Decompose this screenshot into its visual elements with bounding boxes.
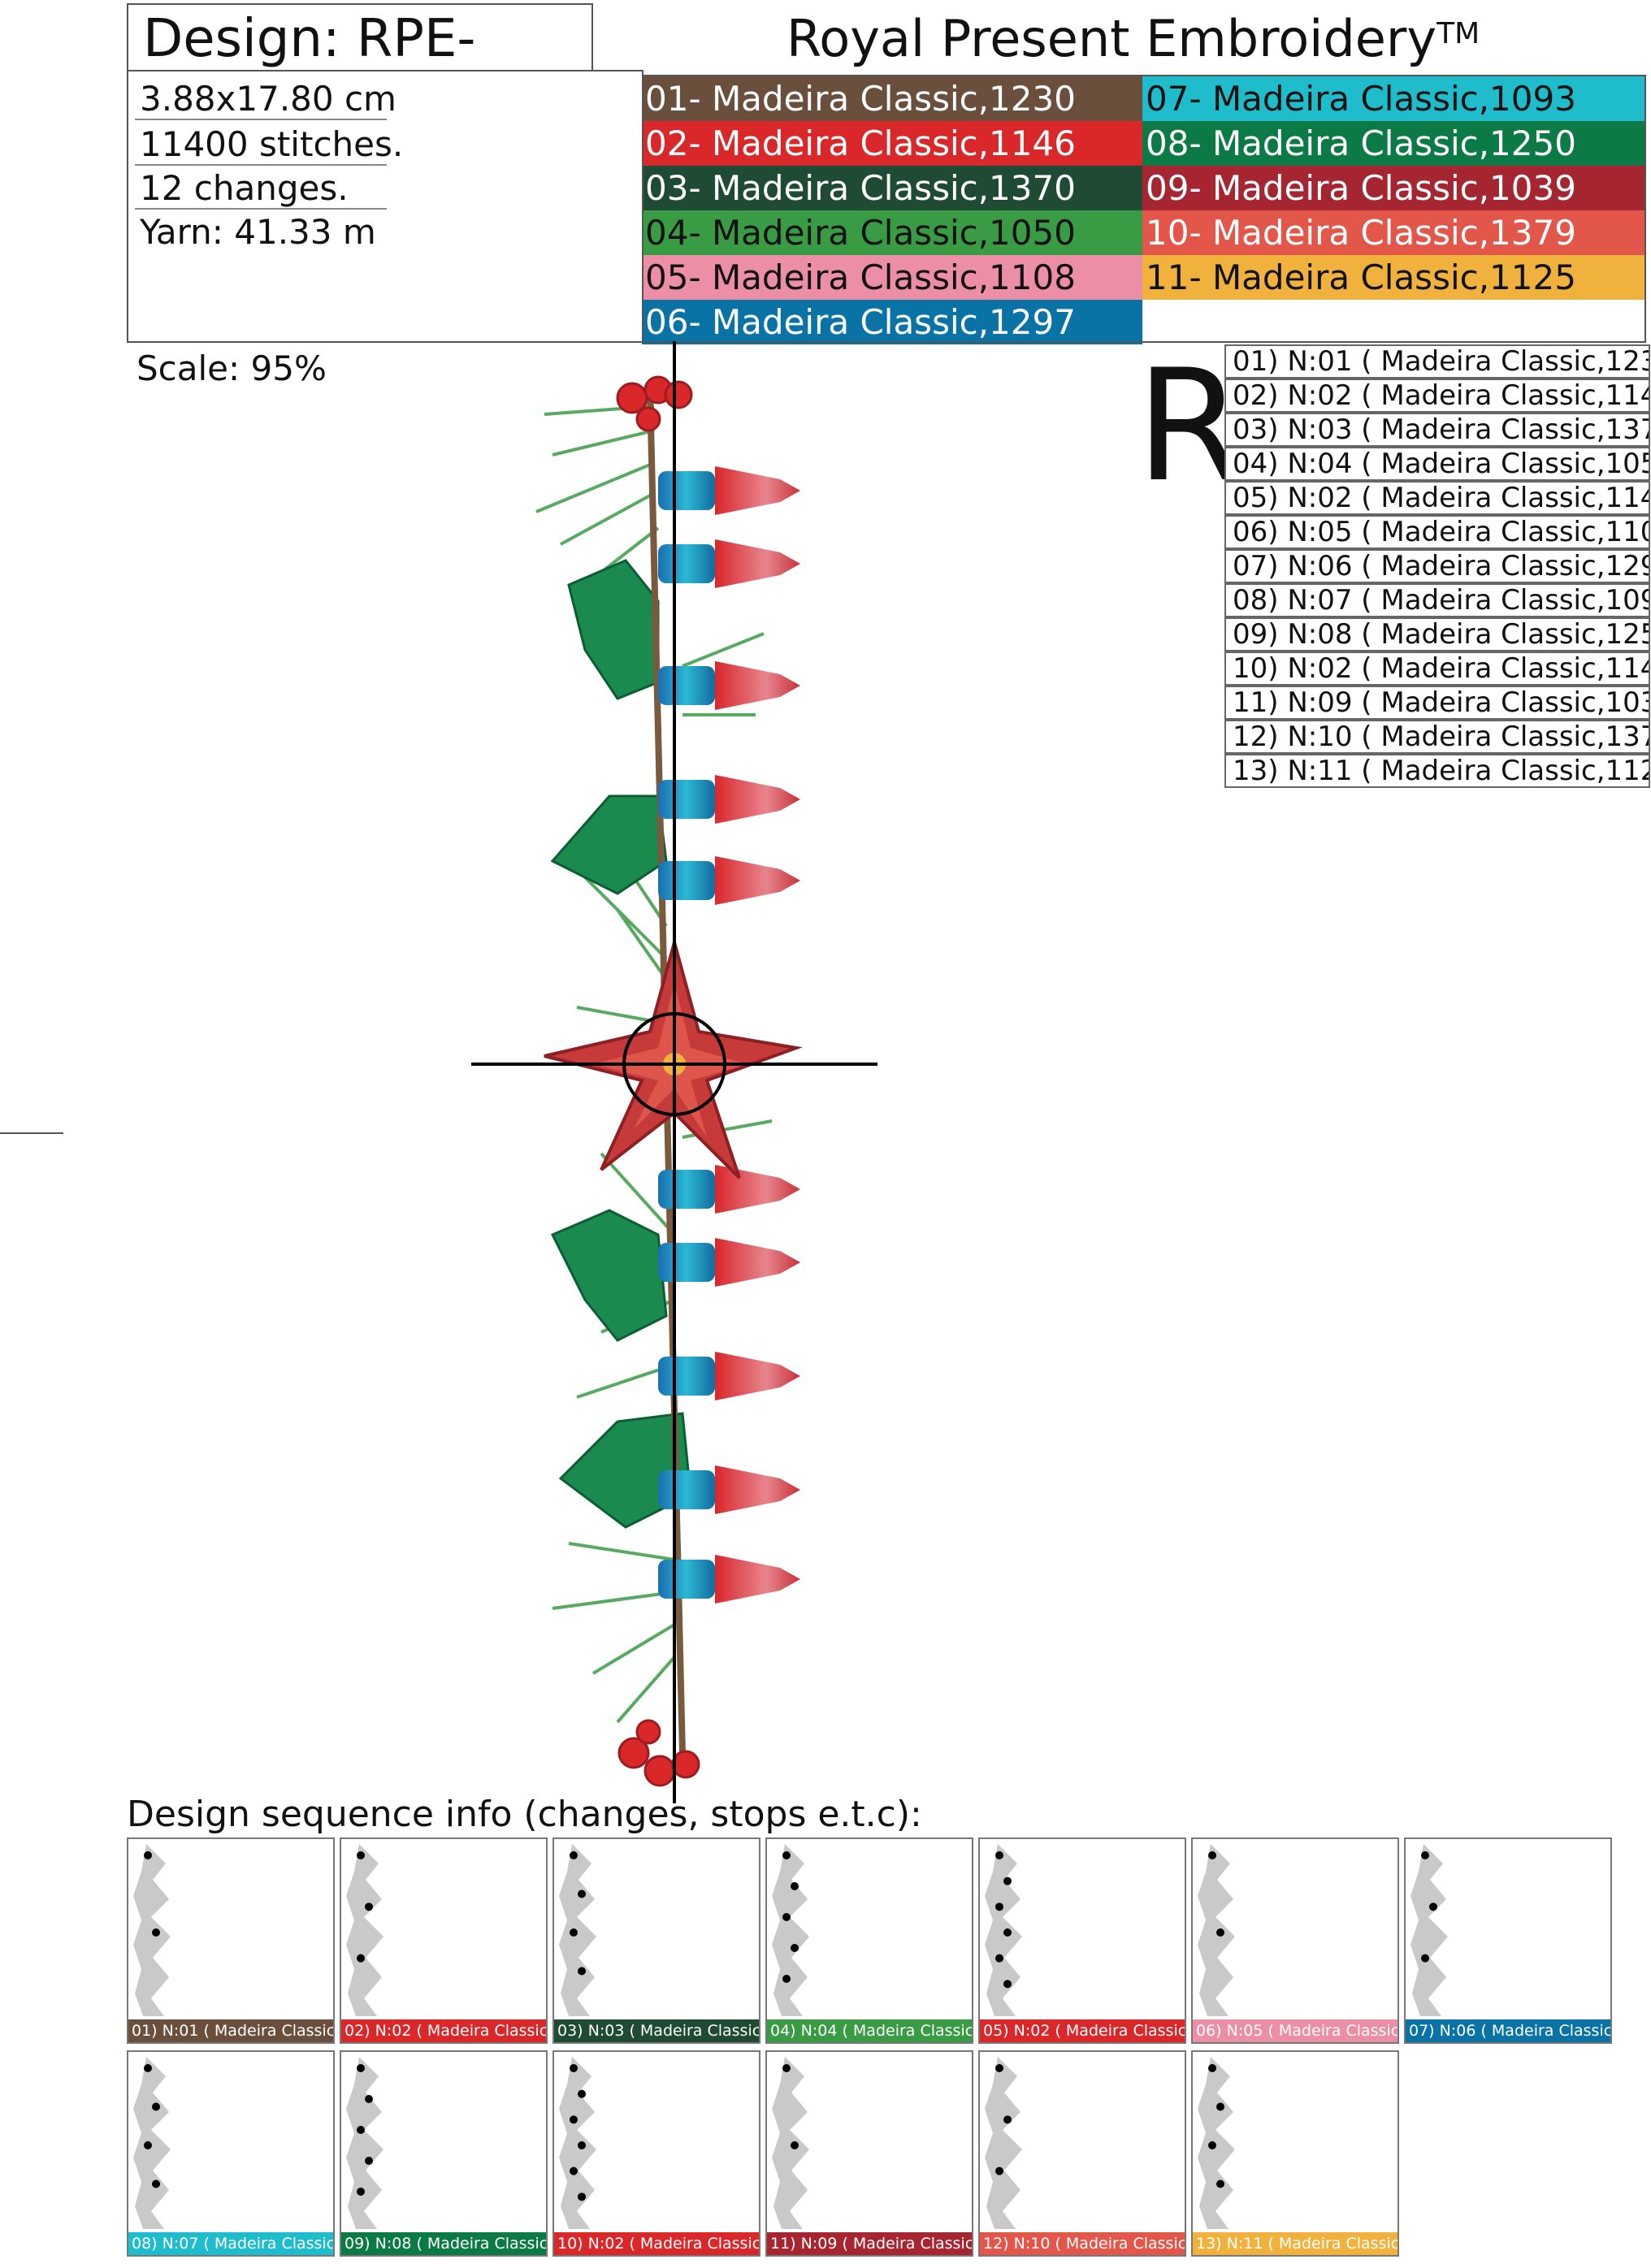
divider: [135, 208, 387, 210]
design-size: 3.88x17.80 cm: [140, 79, 396, 119]
sequence-thumbnail: 11) N:09 ( Madeira Classic,1039): [765, 2050, 973, 2257]
sequence-heading: Design sequence info (changes, stops e.t…: [127, 1794, 922, 1835]
palette-swatch: 03- Madeira Classic,1370: [642, 166, 1142, 210]
palette-swatch: 09- Madeira Classic,1039: [1142, 166, 1646, 210]
sequence-row: 10) N:02 ( Madeira Classic,1146): [1224, 651, 1650, 686]
garland-silhouette: [133, 2057, 171, 2229]
sequence-thumbnail: 04) N:04 ( Madeira Classic,1050): [765, 1837, 973, 2044]
garland-silhouette: [1198, 1844, 1235, 2016]
thumbnail-label: 04) N:04 ( Madeira Classic,1050): [767, 2019, 972, 2042]
sequence-thumbnail: 05) N:02 ( Madeira Classic,1146): [978, 1837, 1186, 2044]
margin-tick: [0, 1132, 63, 1134]
design-stats-panel: 3.88x17.80 cm 11400 stitches. 12 changes…: [127, 70, 644, 343]
holly-leaves: [550, 559, 692, 1529]
garland-silhouette: [133, 1844, 171, 2016]
palette-swatch: 10- Madeira Classic,1379: [1142, 210, 1646, 255]
palette-swatch: 04- Madeira Classic,1050: [642, 210, 1142, 255]
sequence-thumbnail: 09) N:08 ( Madeira Classic,1250): [340, 2050, 548, 2257]
sequence-row: 13) N:11 ( Madeira Classic,1125): [1224, 754, 1650, 788]
thumbnail-label: 08) N:07 ( Madeira Classic,1093): [128, 2232, 333, 2255]
sequence-row: 03) N:03 ( Madeira Classic,1370): [1224, 413, 1650, 447]
sequence-thumbnail: 06) N:05 ( Madeira Classic,1108): [1191, 1837, 1399, 2044]
sequence-thumbnail: 12) N:10 ( Madeira Classic,1379): [978, 2050, 1186, 2257]
embroidery-preview: [455, 341, 910, 1823]
palette-swatch: 06- Madeira Classic,1297: [642, 300, 1142, 344]
garland-silhouette: [985, 2057, 1022, 2229]
thumbnail-label: 07) N:06 ( Madeira Classic,1297): [1406, 2019, 1610, 2042]
sequence-thumbnail: 07) N:06 ( Madeira Classic,1297): [1404, 1837, 1612, 2044]
palette-swatch: 11- Madeira Classic,1125: [1142, 255, 1646, 300]
thumbnail-label: 01) N:01 ( Madeira Classic,1230): [128, 2019, 333, 2042]
light-bulbs: [658, 466, 800, 1604]
stitch-count: 11400 stitches.: [140, 124, 404, 164]
sequence-row: 12) N:10 ( Madeira Classic,1379): [1224, 720, 1650, 754]
sequence-row: 09) N:08 ( Madeira Classic,1250): [1224, 617, 1650, 651]
thumbnail-label: 06) N:05 ( Madeira Classic,1108): [1193, 2019, 1398, 2042]
garland-silhouette: [559, 2057, 596, 2229]
thumbnail-label: 02) N:02 ( Madeira Classic,1146): [341, 2019, 546, 2042]
sequence-row: 06) N:05 ( Madeira Classic,1108): [1224, 515, 1650, 549]
sequence-thumbnail: 13) N:11 ( Madeira Classic,1125): [1191, 2050, 1399, 2257]
sequence-thumbnail: 01) N:01 ( Madeira Classic,1230): [127, 1837, 335, 2044]
garland-silhouette: [985, 1844, 1022, 2016]
palette-swatch: 08- Madeira Classic,1250: [1142, 121, 1646, 166]
brand-name: Royal Present Embroidery: [786, 9, 1437, 68]
sequence-row: 01) N:01 ( Madeira Classic,1230): [1224, 344, 1650, 379]
garland-silhouette: [772, 1844, 809, 2016]
sequence-thumbnail: 08) N:07 ( Madeira Classic,1093): [127, 2050, 335, 2257]
scale-label: Scale: 95%: [136, 348, 327, 388]
design-id-box: Design: RPE-3533: [127, 3, 593, 137]
berries: [616, 375, 700, 1787]
color-changes: 12 changes.: [140, 168, 349, 208]
sequence-row: 04) N:04 ( Madeira Classic,1050): [1224, 447, 1650, 481]
brand-title: Royal Present EmbroideryTM: [786, 5, 1480, 73]
sequence-row: 05) N:02 ( Madeira Classic,1146): [1224, 481, 1650, 515]
thumbnail-label: 05) N:02 ( Madeira Classic,1146): [980, 2019, 1185, 2042]
palette-swatch: 01- Madeira Classic,1230: [642, 76, 1142, 121]
sequence-row: 02) N:02 ( Madeira Classic,1146): [1224, 379, 1650, 413]
garland-silhouette: [346, 1844, 384, 2016]
center-crosshair: [471, 341, 878, 1803]
sequence-thumbnail: 02) N:02 ( Madeira Classic,1146): [340, 1837, 548, 2044]
garland-silhouette: [1410, 1844, 1448, 2016]
sequence-thumbnail: 03) N:03 ( Madeira Classic,1370): [552, 1837, 760, 2044]
sequence-row: 08) N:07 ( Madeira Classic,1093): [1224, 583, 1650, 617]
sequence-thumbnail: 10) N:02 ( Madeira Classic,1146): [552, 2050, 760, 2257]
thumbnail-label: 13) N:11 ( Madeira Classic,1125): [1193, 2232, 1398, 2255]
thumbnail-label: 12) N:10 ( Madeira Classic,1379): [980, 2232, 1185, 2255]
thumbnail-label: 11) N:09 ( Madeira Classic,1039): [767, 2232, 972, 2255]
garland-illustration: [471, 341, 878, 1803]
garland-silhouette: [346, 2057, 384, 2229]
divider: [135, 164, 387, 166]
thumbnail-label: 09) N:08 ( Madeira Classic,1250): [341, 2232, 546, 2255]
garland-silhouette: [1198, 2057, 1235, 2229]
palette-swatch: 02- Madeira Classic,1146: [642, 121, 1142, 166]
thumbnail-label: 03) N:03 ( Madeira Classic,1370): [554, 2019, 759, 2042]
trademark-mark: TM: [1436, 17, 1480, 50]
sequence-row: 07) N:06 ( Madeira Classic,1297): [1224, 549, 1650, 583]
palette-swatch: 07- Madeira Classic,1093: [1142, 76, 1646, 121]
garland-silhouette: [559, 1844, 596, 2016]
yarn-length: Yarn: 41.33 m: [140, 212, 376, 252]
sequence-row: 11) N:09 ( Madeira Classic,1039): [1224, 686, 1650, 720]
garland-silhouette: [772, 2057, 809, 2229]
palette-swatch: 05- Madeira Classic,1108: [642, 255, 1142, 300]
thumbnail-label: 10) N:02 ( Madeira Classic,1146): [554, 2232, 759, 2255]
divider: [135, 119, 387, 120]
